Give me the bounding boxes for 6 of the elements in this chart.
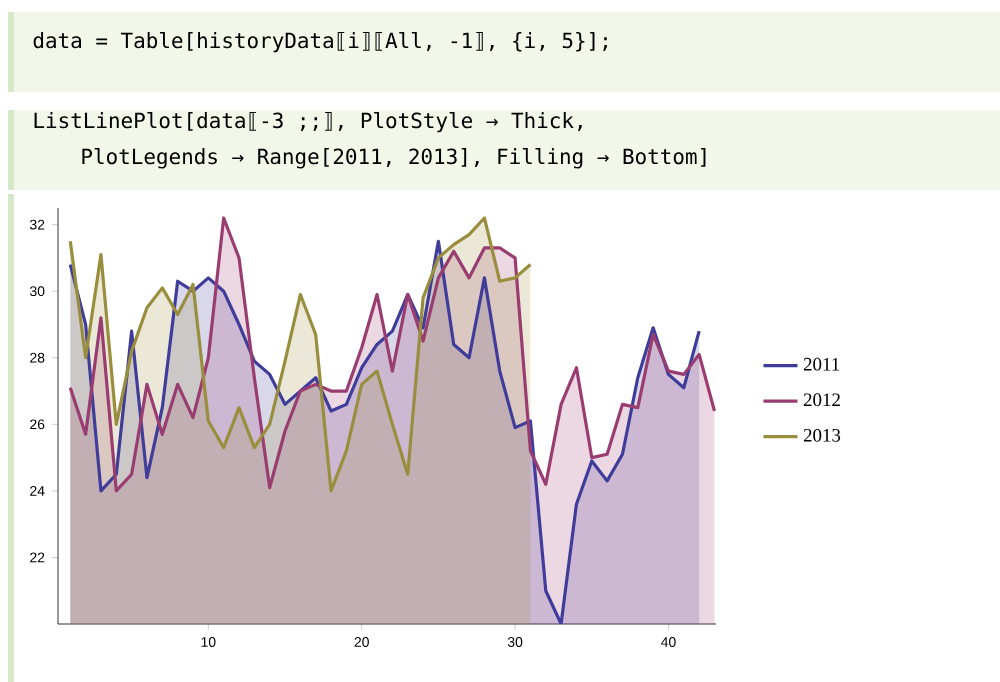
legend-label: 2012 [803, 393, 840, 407]
legend-label: 2011 [803, 357, 840, 371]
text: data = Table[historyData⟦i⟧⟦All, -1⟧, {i, 5}]; [33, 31, 607, 53]
text: PlotLegends → Range[2011, 2013], Filling → Bottom] [82, 147, 706, 169]
legend-label: 2013 [803, 428, 841, 442]
text: ListLinePlot[data⟦-3 ;;⟧, PlotStyle → Thick, [34, 111, 582, 133]
